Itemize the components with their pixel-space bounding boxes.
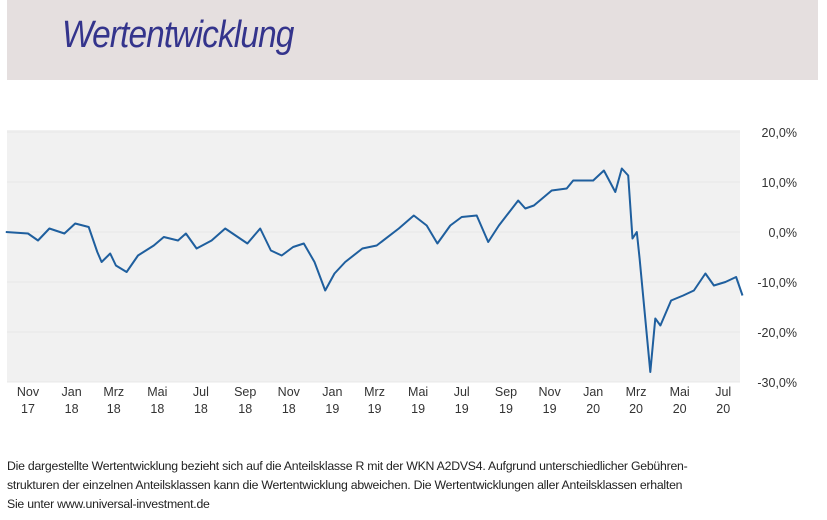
x-tick-label-month: Nov [278, 385, 301, 399]
x-tick-label-year: 18 [107, 402, 121, 416]
x-tick-label-year: 19 [543, 402, 557, 416]
x-tick-label-month: Jan [322, 385, 342, 399]
y-tick-label: -20,0% [757, 326, 797, 340]
footnote-line: Die dargestellte Wertentwicklung bezieht… [7, 459, 688, 473]
y-tick-label: 20,0% [762, 126, 797, 140]
x-tick-label-month: Jul [715, 385, 731, 399]
footnote-line: strukturen der einzelnen Anteilsklassen … [7, 478, 683, 492]
x-tick-label-year: 20 [586, 402, 600, 416]
x-tick-label-month: Mai [408, 385, 428, 399]
x-tick-label-year: 20 [673, 402, 687, 416]
x-tick-label-year: 19 [325, 402, 339, 416]
plot-background [7, 130, 740, 382]
x-tick-label-year: 19 [455, 402, 469, 416]
page-title: Wertentwicklung [62, 14, 294, 56]
x-tick-label-year: 19 [368, 402, 382, 416]
y-tick-label: 0,0% [769, 226, 798, 240]
x-tick-label-year: 18 [238, 402, 252, 416]
x-tick-label-year: 19 [411, 402, 425, 416]
x-tick-label-month: Jan [62, 385, 82, 399]
performance-line [5, 167, 744, 373]
x-tick-label-month: Jul [193, 385, 209, 399]
title-band [7, 0, 818, 80]
x-tick-label-month: Mai [670, 385, 690, 399]
footnote: Die dargestellte Wertentwicklung bezieht… [7, 457, 822, 514]
y-tick-label: 10,0% [762, 176, 797, 190]
x-tick-label-year: 18 [282, 402, 296, 416]
x-tick-label-month: Mrz [626, 385, 647, 399]
x-tick-label-year: 17 [21, 402, 35, 416]
x-tick-label-year: 18 [194, 402, 208, 416]
x-tick-label-year: 20 [716, 402, 730, 416]
x-tick-label-month: Sep [234, 385, 256, 399]
x-tick-label-month: Sep [495, 385, 517, 399]
x-tick-label-year: 18 [65, 402, 79, 416]
performance-chart: 20,0% 10,0% 0,0% -10,0% -20,0% -30,0% Nov 17 Ja… [5, 126, 798, 416]
x-tick-label-month: Mrz [103, 385, 124, 399]
x-tick-label-month: Nov [17, 385, 40, 399]
x-tick-label-month: Mai [147, 385, 167, 399]
x-tick-label-month: Jan [583, 385, 603, 399]
x-tick-label-month: Jul [454, 385, 470, 399]
x-tick-label-year: 19 [499, 402, 513, 416]
footnote-line: Sie unter www.universal-investment.de [7, 497, 210, 511]
x-tick-label-month: Mrz [364, 385, 385, 399]
x-tick-label-month: Nov [538, 385, 561, 399]
x-tick-label-year: 18 [150, 402, 164, 416]
y-tick-label: -10,0% [757, 276, 797, 290]
y-tick-label: -30,0% [757, 376, 797, 390]
x-tick-label-year: 20 [629, 402, 643, 416]
